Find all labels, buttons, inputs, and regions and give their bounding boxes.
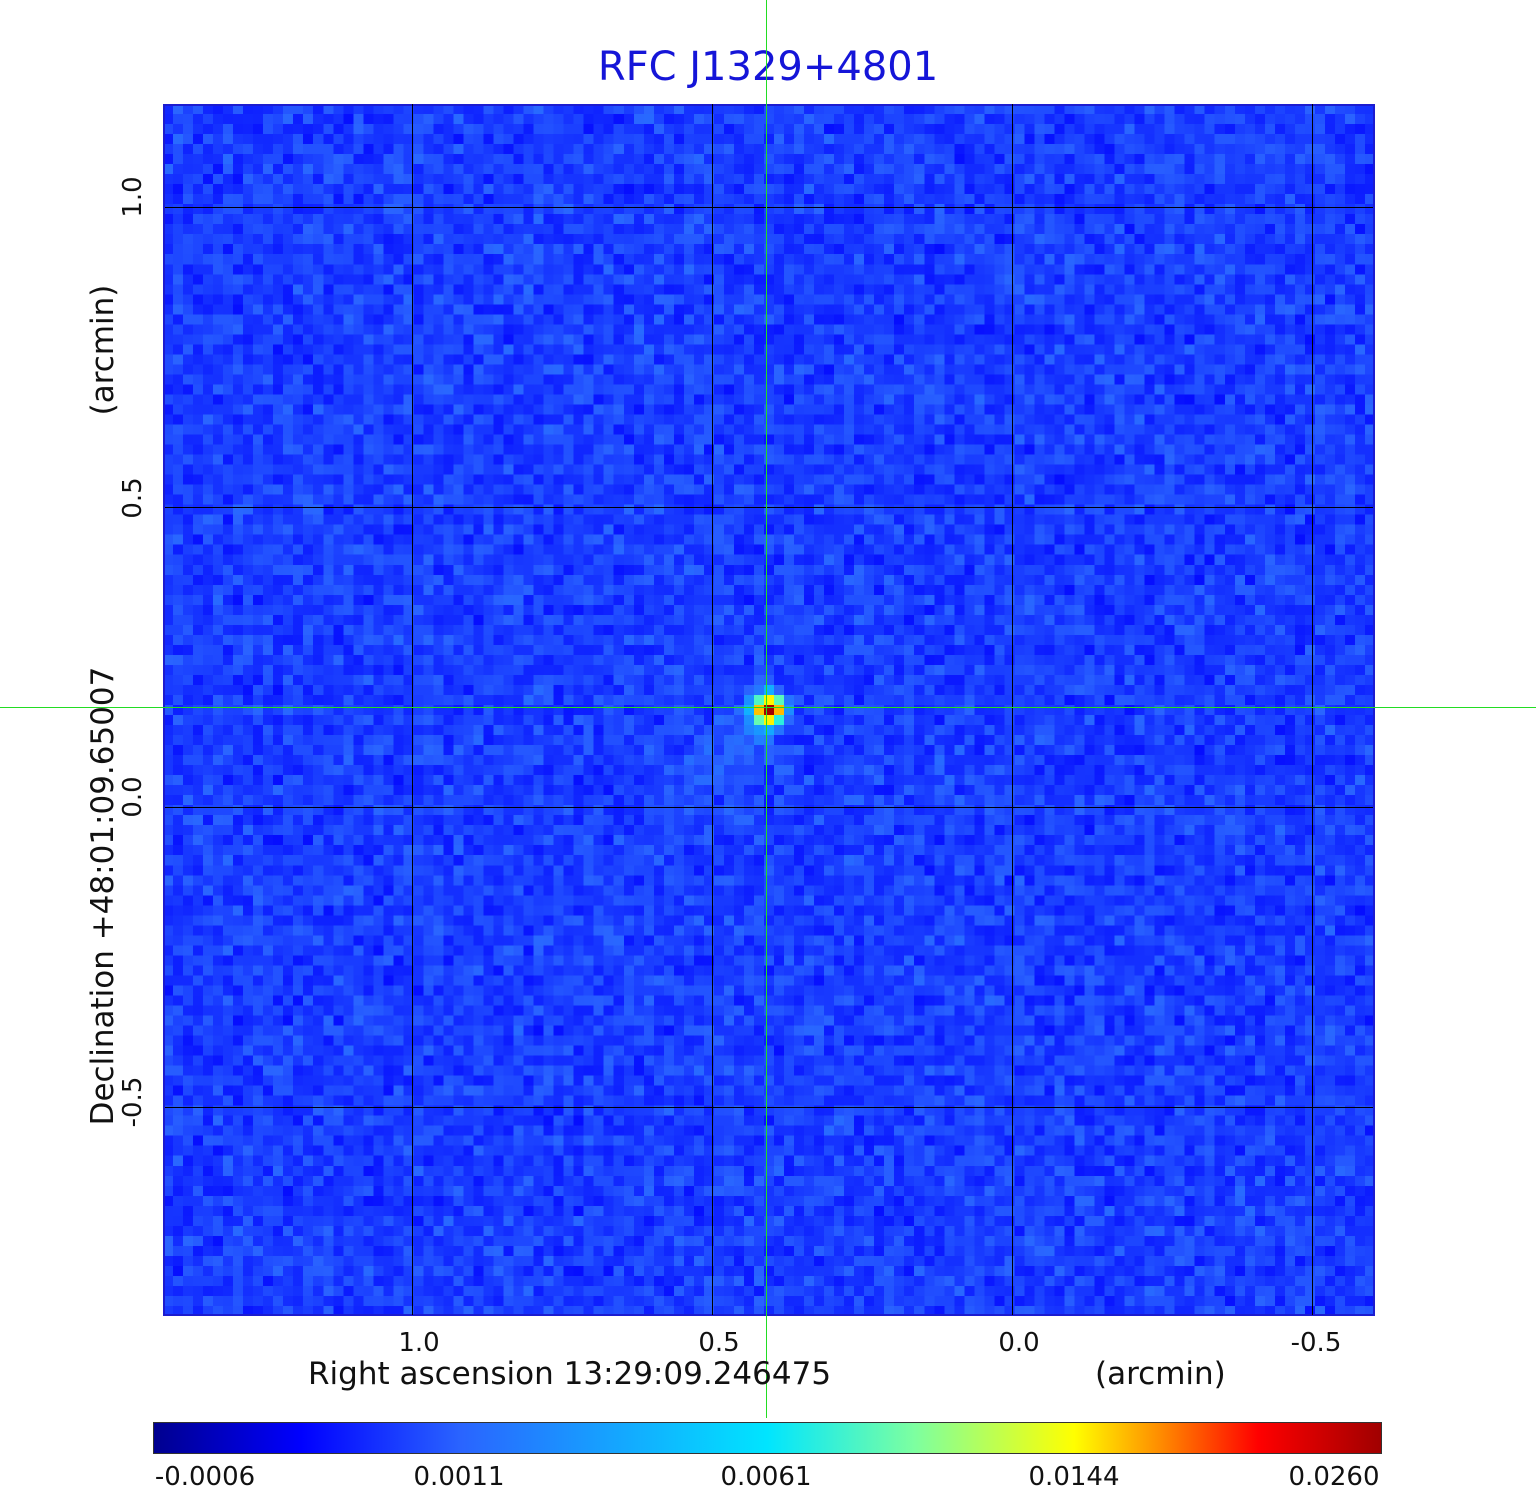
colorbar xyxy=(153,1422,1382,1454)
y-axis-label: Declination +48:01:09.65007 xyxy=(85,666,121,1126)
colorbar-tick-label: -0.0006 xyxy=(154,1462,256,1492)
dec-gridline xyxy=(165,207,1373,208)
x-tick-label: 1.0 xyxy=(398,1328,440,1358)
dec-gridline xyxy=(165,1107,1373,1108)
colorbar-tick-label: 0.0011 xyxy=(413,1462,505,1492)
y-tick-label: 0.0 xyxy=(118,776,148,818)
colorbar-tick-label: 0.0061 xyxy=(720,1462,812,1492)
crosshair-vertical xyxy=(766,0,767,1418)
dec-gridline xyxy=(165,807,1373,808)
ra-gridline xyxy=(1312,104,1313,1315)
image-frame xyxy=(163,104,1375,1316)
crosshair-horizontal xyxy=(0,707,1536,708)
ra-gridline xyxy=(412,104,413,1315)
x-tick-label: 0.0 xyxy=(998,1328,1040,1358)
y-axis-unit: (arcmin) xyxy=(85,284,121,416)
x-tick-label: 0.5 xyxy=(698,1328,740,1358)
colorbar-tick-label: 0.0260 xyxy=(1288,1462,1380,1492)
x-tick-label: -0.5 xyxy=(1290,1328,1342,1358)
ra-gridline xyxy=(712,104,713,1315)
y-tick-label: 1.0 xyxy=(118,176,148,218)
ra-gridline xyxy=(1012,104,1013,1315)
dec-gridline xyxy=(165,507,1373,508)
radio-map-canvas[interactable] xyxy=(163,104,1375,1316)
x-axis-label: Right ascension 13:29:09.246475 xyxy=(308,1356,832,1392)
y-tick-label: -0.5 xyxy=(118,1076,148,1128)
sky-image[interactable] xyxy=(163,104,1375,1316)
image-title: RFC J1329+4801 xyxy=(597,44,939,90)
y-tick-label: 0.5 xyxy=(118,477,148,519)
colorbar-tick-label: 0.0144 xyxy=(1028,1462,1120,1492)
x-axis-unit: (arcmin) xyxy=(1095,1356,1226,1392)
